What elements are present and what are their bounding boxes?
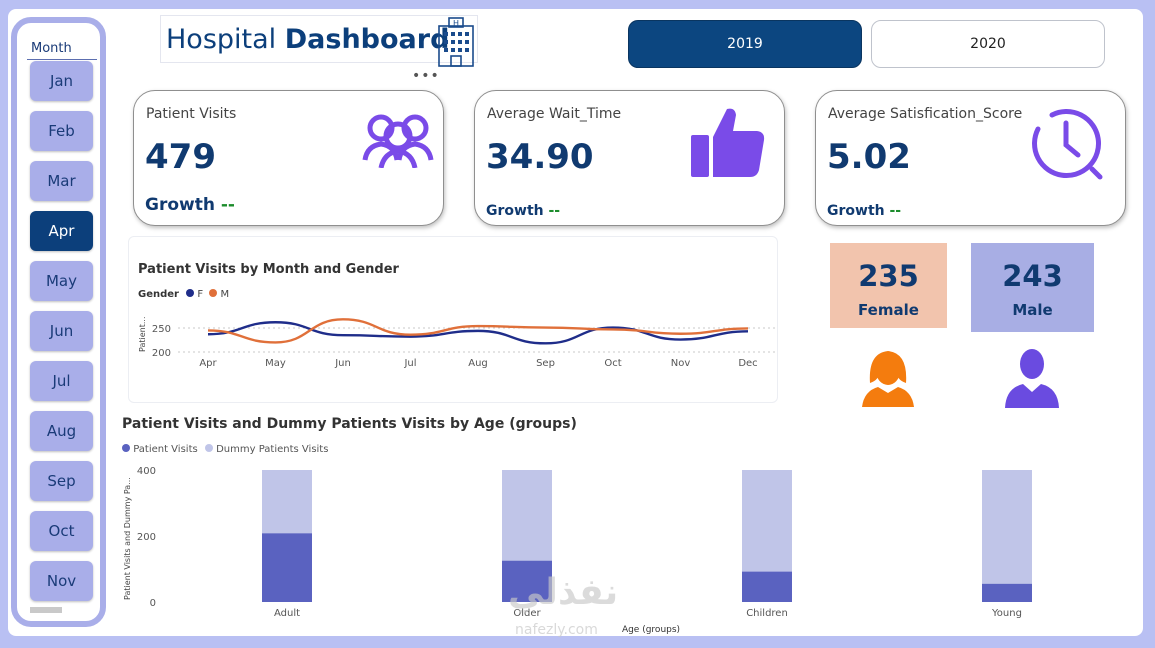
male-count-box: 243 Male	[971, 243, 1094, 332]
line-ytick-label: 250	[152, 324, 171, 335]
line-xtick-label: Jun	[334, 358, 351, 369]
line-chart-panel: Patient Visits by Month and Gender Gende…	[128, 236, 778, 403]
month-button-sep[interactable]: Sep	[30, 461, 93, 501]
page-title: Hospital Dashboard	[166, 24, 449, 55]
svg-text:H: H	[453, 19, 459, 28]
bar-patient-visits[interactable]	[982, 583, 1032, 602]
month-button-jul[interactable]: Jul	[30, 361, 93, 401]
line-xtick-label: Aug	[468, 358, 488, 369]
line-xtick-label: Oct	[604, 358, 621, 369]
legend-patient-dot	[122, 444, 130, 452]
bar-xtick-label: Adult	[274, 608, 300, 619]
month-button-may[interactable]: May	[30, 261, 93, 301]
bar-patient-visits[interactable]	[502, 560, 552, 602]
line-xtick-label: Nov	[671, 358, 691, 369]
year-2019-button[interactable]: 2019	[628, 20, 862, 68]
line-ylabel: Patient...	[138, 317, 147, 352]
legend-dummy-label: Dummy Patients Visits	[216, 444, 329, 455]
card-label: Patient Visits	[146, 106, 237, 122]
legend-dummy-dot	[204, 444, 213, 452]
legend-f-label: F	[197, 289, 204, 300]
card-label: Average Wait_Time	[487, 106, 622, 122]
male-count: 243	[1002, 259, 1063, 293]
patient-visits-card: Patient Visits 479 Growth --	[133, 90, 444, 226]
slicer-scrollbar[interactable]	[30, 607, 62, 613]
card-growth: Growth --	[827, 203, 901, 219]
more-options-icon[interactable]: •••	[412, 68, 440, 84]
slicer-title: Month	[31, 41, 72, 56]
bar-ytick-label: 200	[137, 532, 156, 543]
female-count: 235	[858, 259, 919, 293]
growth-value: --	[220, 195, 235, 215]
card-value: 5.02	[827, 137, 911, 177]
bar-patient-visits[interactable]	[742, 571, 792, 602]
line-chart-legend: Gender F M	[138, 289, 229, 300]
month-button-aug[interactable]: Aug	[30, 411, 93, 451]
average-satisfaction-card: Average Satisfication_Score 5.02 Growth …	[815, 90, 1126, 226]
bar-chart-title: Patient Visits and Dummy Patients Visits…	[122, 416, 577, 432]
line-series-m[interactable]	[207, 318, 749, 344]
line-ytick-label: 200	[152, 348, 171, 359]
male-user-icon	[1005, 349, 1059, 408]
legend-patient-label: Patient Visits	[133, 444, 198, 455]
male-label: Male	[1012, 301, 1053, 319]
title-light: Hospital	[166, 24, 285, 55]
users-icon	[362, 114, 434, 168]
growth-value: --	[889, 203, 902, 219]
bar-xlabel: Age (groups)	[622, 625, 680, 635]
clock-icon	[1032, 109, 1103, 180]
month-button-jan[interactable]: Jan	[30, 61, 93, 101]
month-button-mar[interactable]: Mar	[30, 161, 93, 201]
female-label: Female	[858, 301, 919, 319]
bar-dummy-visits[interactable]	[982, 470, 1032, 602]
bar-patient-visits[interactable]	[262, 533, 312, 602]
bar-ytick-label: 0	[150, 598, 156, 609]
line-xtick-label: Dec	[738, 358, 757, 369]
card-growth: Growth --	[486, 203, 560, 219]
legend-title: Gender	[138, 289, 179, 300]
month-button-nov[interactable]: Nov	[30, 561, 93, 601]
bar-xtick-label: Young	[991, 608, 1022, 619]
female-user-icon	[862, 351, 914, 407]
slicer-divider	[27, 59, 97, 60]
growth-label: Growth	[145, 195, 221, 215]
line-chart-title: Patient Visits by Month and Gender	[138, 262, 399, 277]
line-xtick-label: Jul	[403, 358, 416, 369]
female-count-box: 235 Female	[830, 243, 947, 328]
line-xtick-label: May	[265, 358, 286, 369]
growth-label: Growth	[486, 203, 549, 219]
card-label: Average Satisfication_Score	[828, 106, 1023, 122]
month-button-feb[interactable]: Feb	[30, 111, 93, 151]
bar-xtick-label: Older	[513, 608, 541, 619]
hospital-icon: H	[438, 17, 474, 67]
thumbs-up-icon	[691, 108, 765, 177]
bar-xtick-label: Children	[746, 608, 788, 619]
growth-value: --	[548, 203, 561, 219]
bar-chart-legend: Patient Visits Dummy Patients Visits	[122, 444, 328, 455]
growth-label: Growth	[827, 203, 890, 219]
line-xtick-label: Apr	[199, 358, 217, 369]
legend-m-dot	[209, 289, 218, 297]
legend-m-label: M	[220, 289, 230, 300]
year-2020-button[interactable]: 2020	[871, 20, 1105, 68]
dashboard-title-box: Hospital Dashboard H	[160, 15, 478, 67]
bar-ylabel: Patient Visits and Dummy Pa...	[123, 477, 132, 600]
card-growth: Growth --	[145, 195, 235, 215]
line-xtick-label: Sep	[536, 358, 555, 369]
month-button-apr[interactable]: Apr	[30, 211, 93, 251]
title-bold: Dashboard	[284, 24, 450, 55]
watermark-text: نفذلي	[508, 572, 619, 613]
month-button-oct[interactable]: Oct	[30, 511, 93, 551]
line-series-f[interactable]	[207, 321, 749, 345]
average-wait-time-card: Average Wait_Time 34.90 Growth --	[474, 90, 785, 226]
bar-ytick-label: 400	[137, 466, 156, 477]
watermark-subtext: nafezly.com	[515, 622, 598, 638]
legend-f-dot	[186, 289, 195, 297]
month-button-jun[interactable]: Jun	[30, 311, 93, 351]
card-value: 34.90	[486, 137, 594, 177]
card-value: 479	[145, 137, 216, 177]
month-slicer: Month Jan Feb Mar Apr May Jun Jul Aug Sep Oct Nov	[11, 17, 106, 627]
